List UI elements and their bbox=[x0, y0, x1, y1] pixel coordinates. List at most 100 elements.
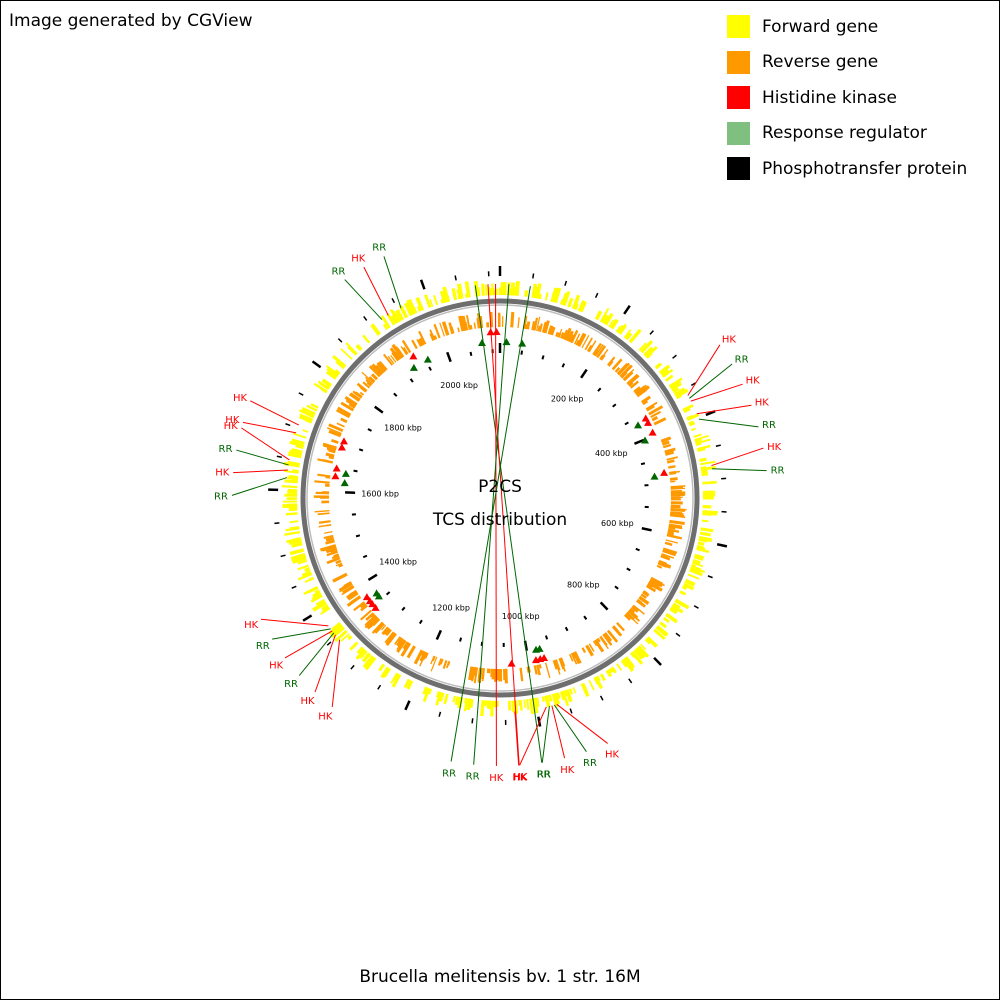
forward-gene-mark bbox=[380, 315, 391, 329]
callout-label: RR bbox=[537, 770, 551, 781]
reverse-gene-mark bbox=[446, 660, 450, 669]
callout-label: HK bbox=[513, 772, 528, 783]
forward-gene-mark bbox=[298, 409, 315, 418]
reverse-gene-mark bbox=[416, 339, 422, 347]
outer-scale-tick bbox=[350, 664, 355, 670]
reverse-gene-mark bbox=[650, 410, 662, 419]
reverse-gene-mark bbox=[657, 562, 667, 568]
reverse-gene-mark bbox=[596, 345, 607, 359]
forward-gene-mark bbox=[284, 530, 301, 536]
forward-gene-mark bbox=[335, 361, 345, 370]
forward-gene-mark bbox=[303, 570, 312, 576]
ruler-tick bbox=[561, 363, 566, 368]
outer-scale-tick bbox=[438, 711, 442, 717]
reverse-gene-mark bbox=[346, 595, 362, 607]
forward-gene-mark bbox=[623, 329, 632, 339]
reverse-gene-mark bbox=[574, 651, 582, 664]
forward-gene-mark bbox=[382, 323, 389, 330]
forward-gene-mark bbox=[697, 448, 703, 452]
histidine-kinase-marker bbox=[531, 656, 540, 664]
reverse-gene-mark bbox=[645, 584, 657, 593]
forward-gene-mark bbox=[473, 280, 480, 297]
outer-scale-tick bbox=[707, 575, 713, 579]
backbone-circle bbox=[300, 298, 700, 698]
forward-gene-mark bbox=[297, 559, 308, 565]
forward-gene-mark bbox=[582, 682, 589, 694]
ruler-label: 800 kbp bbox=[567, 580, 600, 589]
forward-gene-mark bbox=[701, 469, 708, 474]
reverse-gene-mark bbox=[359, 601, 367, 609]
outer-scale-tick bbox=[280, 554, 286, 558]
forward-gene-mark bbox=[701, 472, 707, 476]
forward-gene-mark bbox=[686, 413, 700, 421]
outer-scale-tick bbox=[391, 297, 396, 304]
forward-gene-mark bbox=[291, 542, 303, 548]
reverse-gene-mark bbox=[360, 609, 372, 621]
reverse-gene-mark bbox=[645, 404, 655, 412]
reverse-gene-mark bbox=[665, 539, 679, 544]
reverse-gene-mark bbox=[365, 384, 370, 389]
forward-gene-mark bbox=[332, 354, 347, 368]
reverse-gene-mark bbox=[340, 417, 348, 424]
reverse-gene-mark bbox=[382, 353, 394, 366]
forward-gene-mark bbox=[659, 621, 667, 629]
ruler-label: 1200 kbp bbox=[432, 604, 470, 613]
reverse-gene-mark bbox=[670, 511, 683, 516]
forward-gene-mark bbox=[469, 698, 474, 709]
forward-gene-mark bbox=[687, 573, 700, 580]
reverse-gene-mark bbox=[634, 385, 646, 395]
outer-scale-tick bbox=[653, 656, 662, 666]
forward-gene-mark bbox=[608, 319, 615, 328]
callout-line bbox=[314, 634, 336, 693]
reverse-gene-mark bbox=[325, 546, 337, 553]
reverse-gene-mark bbox=[638, 595, 650, 606]
forward-gene-mark bbox=[386, 313, 396, 326]
forward-gene-mark bbox=[370, 323, 381, 336]
reverse-gene-mark bbox=[372, 618, 381, 627]
forward-gene-mark bbox=[436, 691, 441, 698]
forward-gene-mark bbox=[406, 680, 414, 690]
forward-gene-mark bbox=[335, 624, 344, 632]
callout-label: RR bbox=[466, 772, 480, 783]
reverse-gene-mark bbox=[433, 323, 441, 339]
forward-gene-mark bbox=[669, 606, 679, 615]
forward-gene-mark bbox=[464, 281, 471, 298]
reverse-gene-mark bbox=[666, 459, 675, 464]
outer-scale-tick bbox=[716, 543, 728, 548]
forward-gene-mark bbox=[291, 448, 303, 454]
forward-gene-mark bbox=[289, 440, 305, 448]
ruler-tick bbox=[626, 567, 631, 572]
forward-gene-mark bbox=[287, 451, 302, 459]
forward-gene-mark bbox=[561, 292, 568, 306]
forward-gene-mark bbox=[312, 600, 327, 612]
response-regulator-marker bbox=[409, 363, 418, 371]
forward-gene-mark bbox=[292, 538, 302, 543]
forward-gene-mark bbox=[701, 519, 709, 523]
reverse-gene-mark bbox=[366, 381, 372, 387]
callout-label: RR bbox=[771, 466, 785, 477]
reverse-gene-mark bbox=[332, 572, 348, 583]
reverse-gene-mark bbox=[396, 639, 407, 653]
reverse-gene-mark bbox=[328, 449, 336, 454]
forward-gene-mark bbox=[308, 576, 315, 582]
reverse-gene-mark bbox=[575, 339, 580, 346]
histidine-kinase-marker bbox=[492, 328, 501, 336]
reverse-gene-mark bbox=[339, 583, 353, 593]
forward-gene-mark bbox=[315, 598, 325, 606]
ruler-tick bbox=[635, 547, 640, 552]
reverse-gene-mark bbox=[668, 470, 677, 476]
outer-scale-tick bbox=[377, 684, 382, 690]
reverse-gene-mark bbox=[523, 315, 528, 329]
forward-gene-mark bbox=[681, 585, 688, 591]
outer-scale-tick bbox=[690, 382, 697, 387]
forward-gene-mark bbox=[630, 651, 638, 659]
forward-gene-mark bbox=[394, 673, 401, 682]
callout-label: RR bbox=[442, 768, 456, 779]
reverse-gene-mark bbox=[364, 376, 374, 385]
ruler-tick bbox=[435, 629, 443, 641]
outer-scale-tick bbox=[564, 280, 568, 286]
reverse-gene-mark bbox=[395, 346, 405, 358]
forward-gene-mark bbox=[481, 287, 484, 296]
forward-gene-mark bbox=[289, 520, 299, 524]
reverse-gene-mark bbox=[623, 371, 634, 382]
